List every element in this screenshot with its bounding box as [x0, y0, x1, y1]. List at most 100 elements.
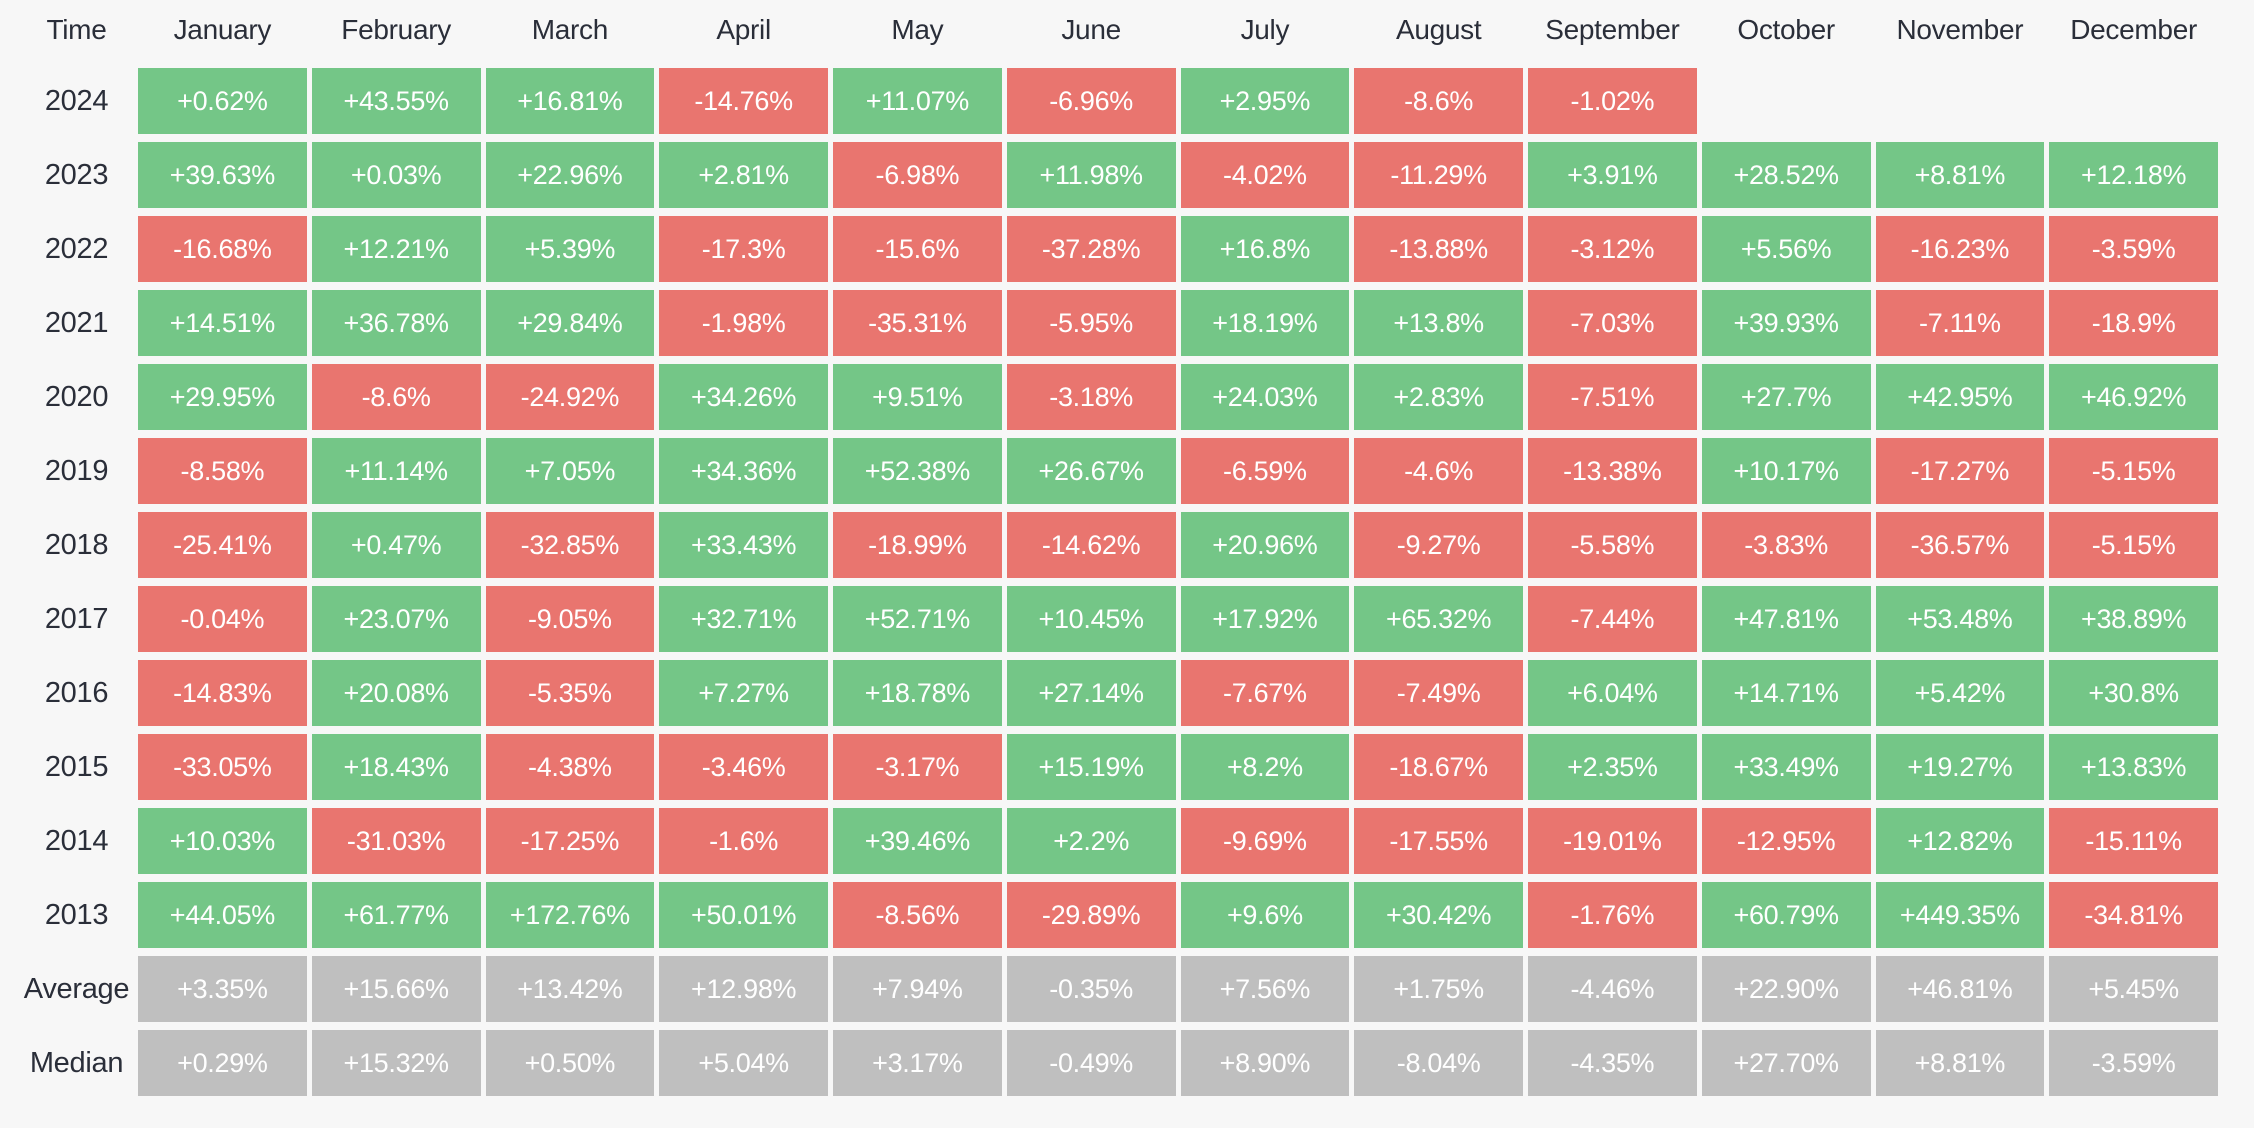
return-cell-2021-october: +39.93%	[1701, 290, 1871, 356]
return-cell-2018-july: +20.96%	[1180, 512, 1350, 578]
return-cell-average-august: +1.75%	[1354, 956, 1523, 1022]
return-cell-2017-june: +10.45%	[1006, 586, 1176, 652]
return-cell-2020-july: +24.03%	[1180, 364, 1350, 430]
return-cell-2018-august: -9.27%	[1354, 512, 1523, 578]
return-cell-2014-september: -19.01%	[1528, 808, 1697, 874]
return-cell-2016-may: +18.78%	[833, 660, 1002, 726]
row-label-2019: 2019	[44, 454, 109, 487]
return-cell-2016-july: -7.67%	[1180, 660, 1350, 726]
return-cell-2014-december: -15.11%	[2049, 808, 2218, 874]
month-header-february: February	[341, 14, 451, 45]
return-cell-2021-june: -5.95%	[1006, 290, 1176, 356]
return-cell-2022-june: -37.28%	[1006, 216, 1176, 282]
return-cell-2017-october: +47.81%	[1701, 586, 1871, 652]
return-cell-2017-july: +17.92%	[1180, 586, 1350, 652]
return-cell-2021-january: +14.51%	[138, 290, 307, 356]
row-label-median: Median	[29, 1046, 124, 1079]
return-cell-2021-december: -18.9%	[2049, 290, 2218, 356]
return-cell-2014-november: +12.82%	[1875, 808, 2045, 874]
empty-cell	[1876, 68, 2045, 134]
return-cell-2016-december: +30.8%	[2049, 660, 2218, 726]
return-cell-2022-october: +5.56%	[1701, 216, 1871, 282]
return-cell-2021-november: -7.11%	[1875, 290, 2045, 356]
return-cell-2013-march: +172.76%	[485, 882, 655, 948]
return-cell-2020-november: +42.95%	[1875, 364, 2045, 430]
return-cell-average-february: +15.66%	[311, 956, 481, 1022]
return-cell-2023-october: +28.52%	[1701, 142, 1871, 208]
return-cell-median-march: +0.50%	[485, 1030, 655, 1096]
return-cell-2020-october: +27.7%	[1701, 364, 1871, 430]
return-cell-average-june: -0.35%	[1006, 956, 1176, 1022]
return-cell-2013-december: -34.81%	[2049, 882, 2218, 948]
return-cell-2013-november: +449.35%	[1875, 882, 2045, 948]
return-cell-2020-september: -7.51%	[1528, 364, 1697, 430]
return-cell-2021-may: -35.31%	[833, 290, 1002, 356]
return-cell-2017-december: +38.89%	[2049, 586, 2218, 652]
return-cell-2023-may: -6.98%	[833, 142, 1002, 208]
return-cell-2018-december: -5.15%	[2049, 512, 2218, 578]
return-cell-2023-march: +22.96%	[485, 142, 655, 208]
return-cell-2014-march: -17.25%	[485, 808, 655, 874]
return-cell-2019-september: -13.38%	[1528, 438, 1697, 504]
return-cell-2017-november: +53.48%	[1875, 586, 2045, 652]
return-cell-2023-february: +0.03%	[311, 142, 481, 208]
return-cell-2018-february: +0.47%	[311, 512, 481, 578]
empty-cell	[2049, 68, 2218, 134]
return-cell-2020-may: +9.51%	[833, 364, 1002, 430]
return-cell-2016-june: +27.14%	[1006, 660, 1176, 726]
return-cell-2014-july: -9.69%	[1180, 808, 1350, 874]
return-cell-2020-april: +34.26%	[659, 364, 828, 430]
return-cell-median-november: +8.81%	[1875, 1030, 2045, 1096]
row-label-2021: 2021	[44, 306, 109, 339]
return-cell-2013-january: +44.05%	[138, 882, 307, 948]
return-cell-2022-april: -17.3%	[659, 216, 828, 282]
return-cell-average-march: +13.42%	[485, 956, 655, 1022]
return-cell-median-september: -4.35%	[1528, 1030, 1697, 1096]
return-cell-2017-may: +52.71%	[833, 586, 1002, 652]
return-cell-2020-august: +2.83%	[1354, 364, 1523, 430]
return-cell-average-september: -4.46%	[1528, 956, 1697, 1022]
return-cell-2019-december: -5.15%	[2049, 438, 2218, 504]
return-cell-2017-february: +23.07%	[311, 586, 481, 652]
return-cell-2022-august: -13.88%	[1354, 216, 1523, 282]
return-cell-2013-february: +61.77%	[311, 882, 481, 948]
return-cell-2019-july: -6.59%	[1180, 438, 1350, 504]
return-cell-2018-october: -3.83%	[1701, 512, 1871, 578]
return-cell-2024-march: +16.81%	[485, 68, 655, 134]
return-cell-2019-november: -17.27%	[1875, 438, 2045, 504]
return-cell-median-april: +5.04%	[659, 1030, 828, 1096]
return-cell-average-december: +5.45%	[2049, 956, 2218, 1022]
return-cell-2017-september: -7.44%	[1528, 586, 1697, 652]
return-cell-2019-june: +26.67%	[1006, 438, 1176, 504]
return-cell-2015-may: -3.17%	[833, 734, 1002, 800]
return-cell-2024-august: -8.6%	[1354, 68, 1523, 134]
return-cell-median-july: +8.90%	[1180, 1030, 1350, 1096]
return-cell-2021-march: +29.84%	[485, 290, 655, 356]
return-cell-2015-january: -33.05%	[138, 734, 307, 800]
return-cell-2016-april: +7.27%	[659, 660, 828, 726]
month-header-november: November	[1896, 14, 2024, 45]
return-cell-median-february: +15.32%	[311, 1030, 481, 1096]
return-cell-2019-august: -4.6%	[1354, 438, 1523, 504]
return-cell-2022-january: -16.68%	[138, 216, 307, 282]
return-cell-2021-july: +18.19%	[1180, 290, 1350, 356]
return-cell-2019-march: +7.05%	[485, 438, 655, 504]
return-cell-2020-june: -3.18%	[1006, 364, 1176, 430]
return-cell-2015-april: -3.46%	[659, 734, 828, 800]
return-cell-median-august: -8.04%	[1354, 1030, 1523, 1096]
return-cell-2020-march: -24.92%	[485, 364, 655, 430]
return-cell-average-july: +7.56%	[1180, 956, 1350, 1022]
return-cell-2014-october: -12.95%	[1701, 808, 1871, 874]
return-cell-2015-june: +15.19%	[1006, 734, 1176, 800]
return-cell-2022-march: +5.39%	[485, 216, 655, 282]
return-cell-2016-september: +6.04%	[1528, 660, 1697, 726]
return-cell-2017-august: +65.32%	[1354, 586, 1523, 652]
return-cell-2018-april: +33.43%	[659, 512, 828, 578]
return-cell-2016-october: +14.71%	[1701, 660, 1871, 726]
return-cell-2019-october: +10.17%	[1701, 438, 1871, 504]
return-cell-2013-august: +30.42%	[1354, 882, 1523, 948]
row-label-2022: 2022	[44, 232, 109, 265]
return-cell-average-january: +3.35%	[138, 956, 307, 1022]
return-cell-2023-january: +39.63%	[138, 142, 307, 208]
row-label-2024: 2024	[44, 84, 109, 117]
